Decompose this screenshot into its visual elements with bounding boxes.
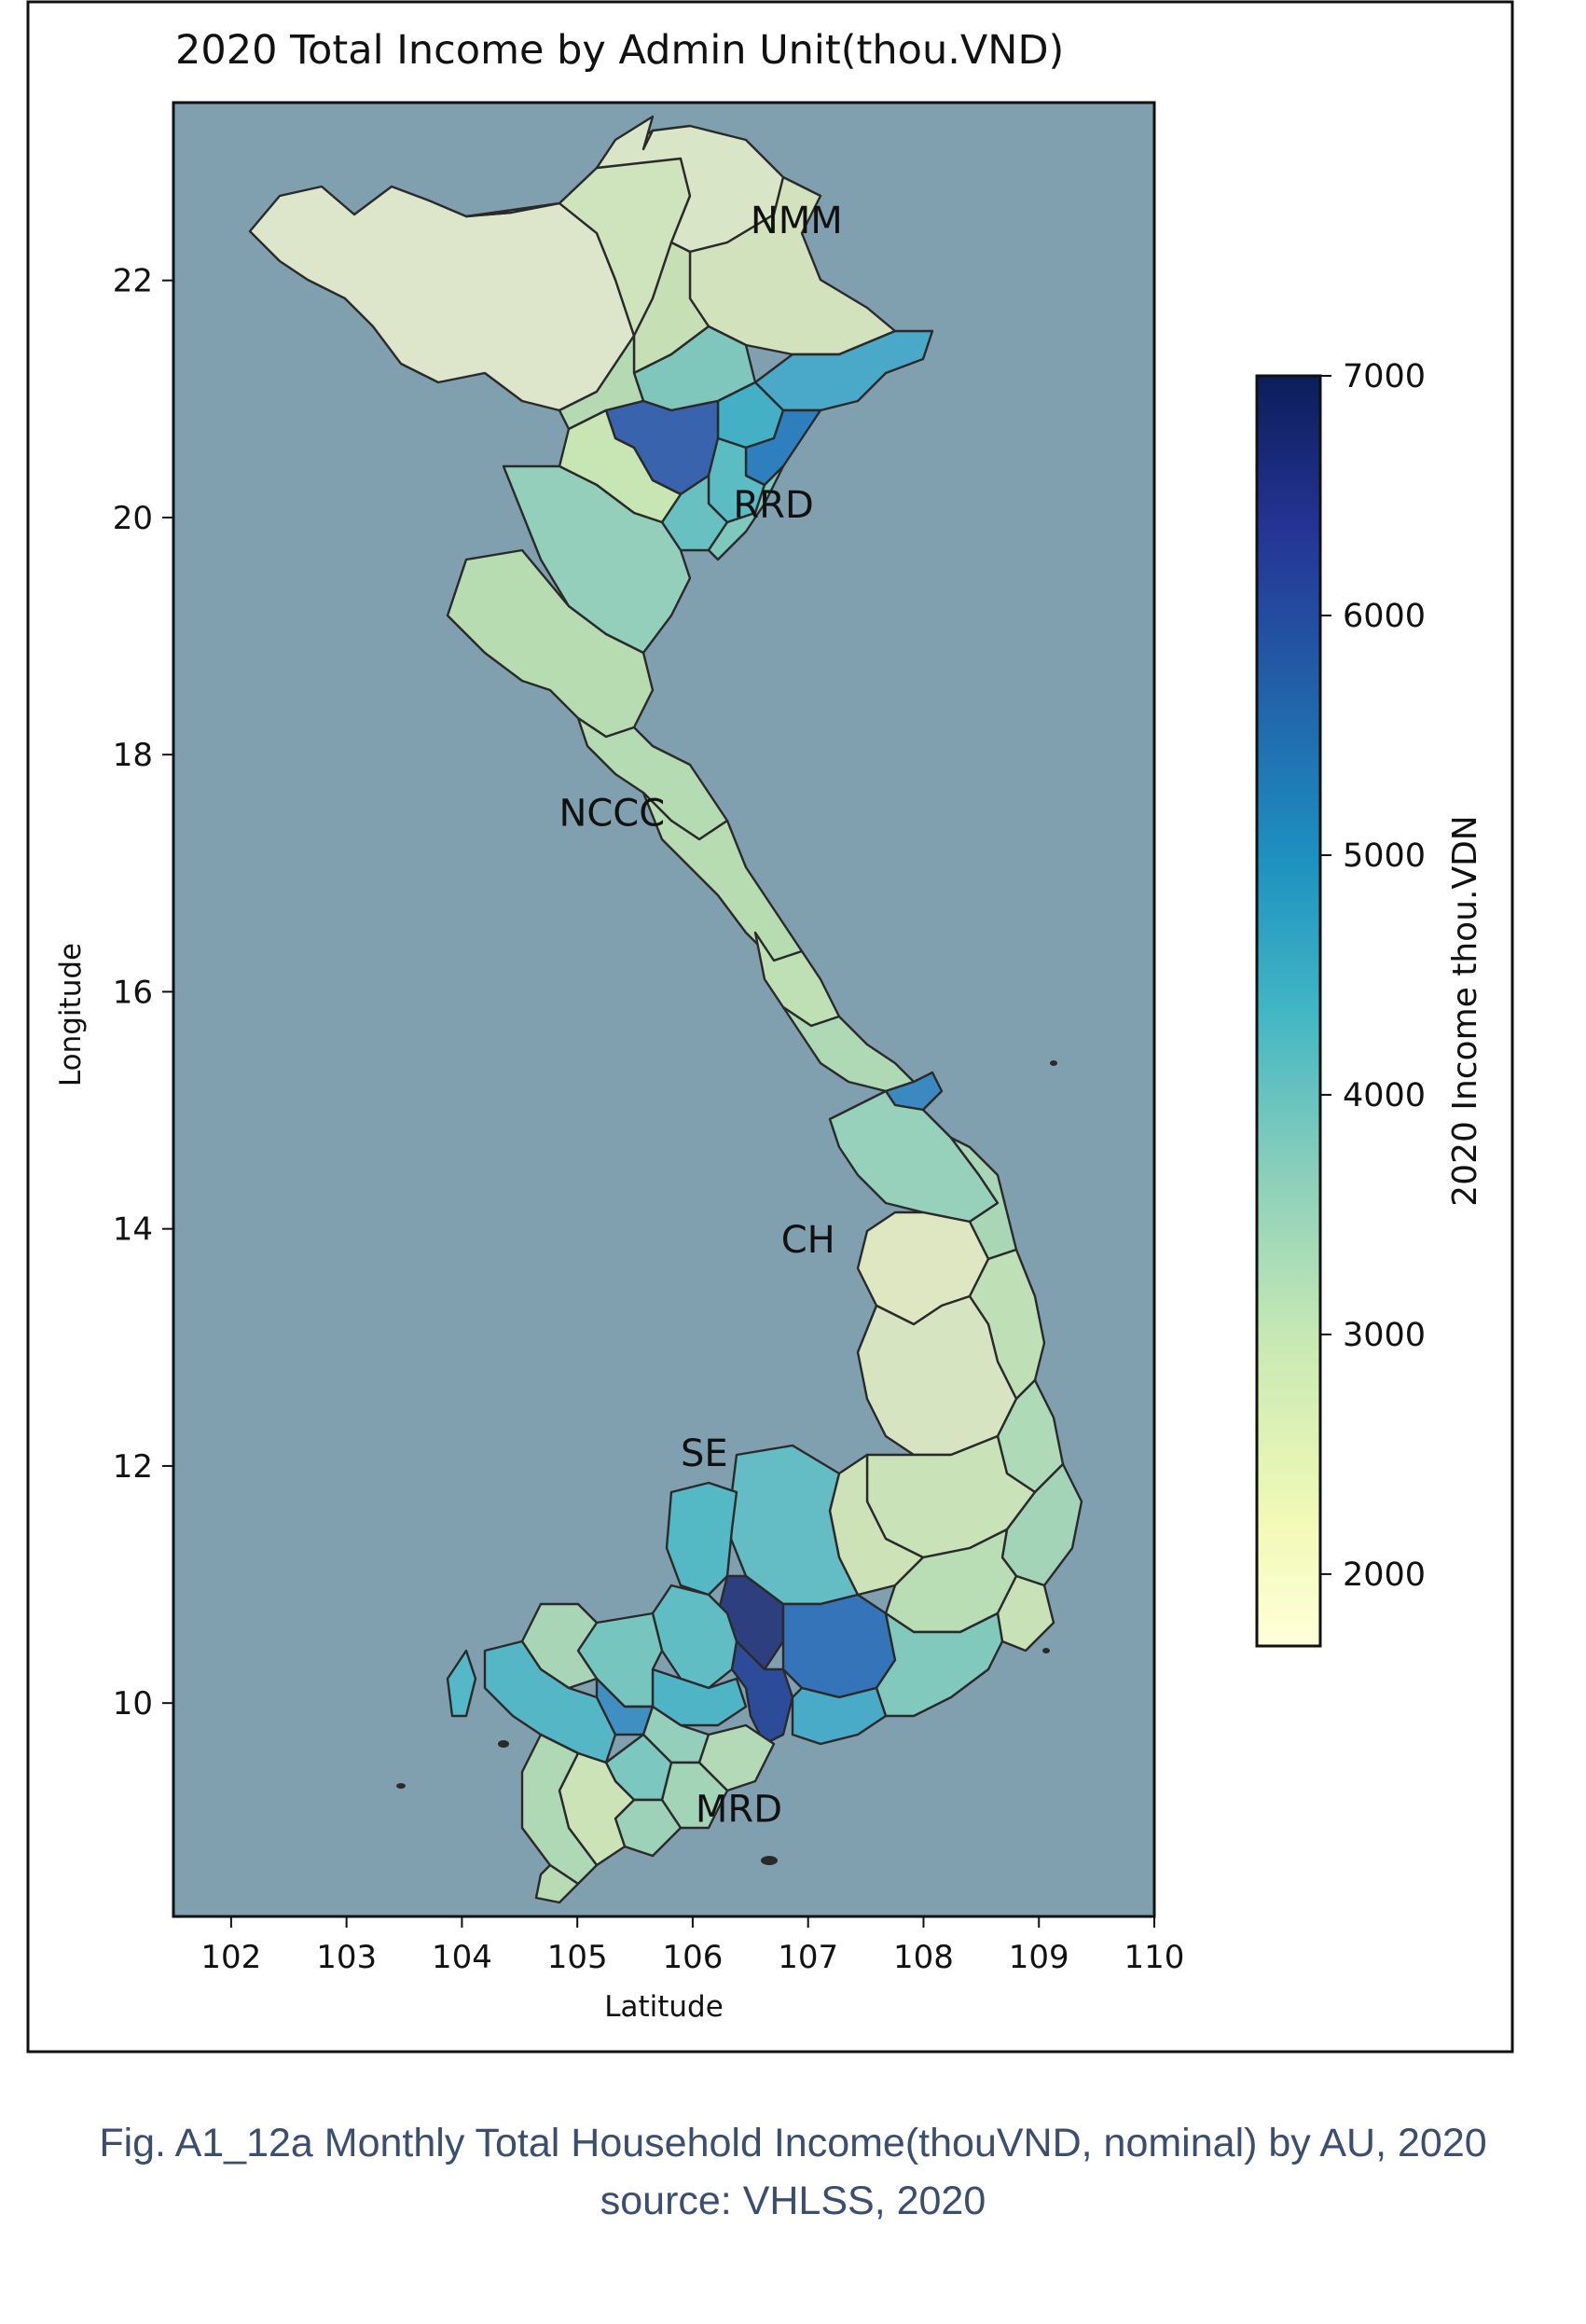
x-tick-label: 109: [1009, 1939, 1069, 1976]
x-tick-label: 103: [316, 1939, 377, 1976]
region-label-ch: CH: [781, 1219, 835, 1262]
province-camau-tip: [534, 1863, 580, 1904]
province-camau: [520, 1733, 599, 1886]
island-small-1: [498, 1740, 509, 1748]
province-quangbinh: [641, 791, 804, 962]
y-tick-label: 22: [113, 263, 153, 300]
colorbar-tick-label: 3000: [1343, 1317, 1426, 1354]
island-small-6: [1050, 1060, 1057, 1066]
province-vungtau: [791, 1686, 888, 1746]
colorbar-tick-label: 7000: [1343, 358, 1426, 395]
x-axis-label: Latitude: [604, 1990, 724, 2024]
figure-caption-line2: source: VHLSS, 2020: [600, 2179, 986, 2223]
x-tick-label: 107: [778, 1939, 838, 1976]
y-tick-label: 10: [113, 1685, 153, 1722]
colorbar-tick-label: 4000: [1343, 1077, 1426, 1114]
province-kiengiang: [483, 1639, 617, 1764]
x-tick-label: 108: [893, 1939, 954, 1976]
colorbar-tick-label: 6000: [1343, 598, 1426, 635]
region-label-rrd: RRD: [733, 484, 813, 527]
region-label-nmm: NMM: [751, 200, 843, 242]
x-tick-label: 106: [662, 1939, 723, 1976]
province-binhthuan: [875, 1612, 1004, 1718]
colorbar: [1255, 374, 1322, 1648]
island-small-2: [396, 1783, 406, 1789]
y-tick-label: 18: [113, 737, 153, 774]
y-axis-ticks: 10 12 14 16 18 20 22: [113, 263, 173, 1722]
figure-caption-line1: Fig. A1_12a Monthly Total Household Inco…: [99, 2121, 1487, 2165]
x-axis-ticks: 102 103 104 105 106 107 108 109 110: [200, 1916, 1184, 1976]
island-small-5: [1042, 1648, 1050, 1653]
colorbar-label: 2020 Income thou.VDN: [1446, 815, 1484, 1206]
chart-title: 2020 Total Income by Admin Unit(thou.VND…: [175, 27, 1064, 74]
region-label-mrd: MRD: [696, 1788, 782, 1831]
y-tick-label: 20: [113, 500, 153, 537]
island-phuquoc: [446, 1649, 477, 1718]
colorbar-ticks: 2000 3000 4000 5000 6000 7000: [1320, 358, 1426, 1594]
region-label-se: SE: [681, 1432, 728, 1475]
island-small-3: [761, 1856, 778, 1865]
y-tick-label: 14: [113, 1211, 153, 1249]
x-tick-label: 105: [547, 1939, 608, 1976]
region-label-nccc: NCCC: [559, 792, 665, 835]
y-tick-label: 12: [113, 1448, 153, 1486]
colorbar-tick-label: 5000: [1343, 837, 1426, 875]
plot-frame: [172, 101, 1156, 1918]
province-rrd-5: [707, 464, 785, 561]
vietnam-map: [248, 115, 1083, 1904]
y-axis-label: Longitude: [54, 943, 88, 1086]
x-tick-label: 102: [200, 1939, 261, 1976]
province-thanhhoa: [502, 464, 692, 655]
y-tick-label: 16: [113, 974, 153, 1011]
x-tick-label: 104: [432, 1939, 492, 1976]
province-dongnai: [781, 1593, 897, 1699]
region-labels: NMM RRD NCCC CH SE MRD: [559, 200, 842, 1831]
province-hcmc: [730, 1639, 794, 1746]
x-tick-label: 110: [1124, 1939, 1185, 1976]
colorbar-tick-label: 2000: [1343, 1556, 1426, 1594]
